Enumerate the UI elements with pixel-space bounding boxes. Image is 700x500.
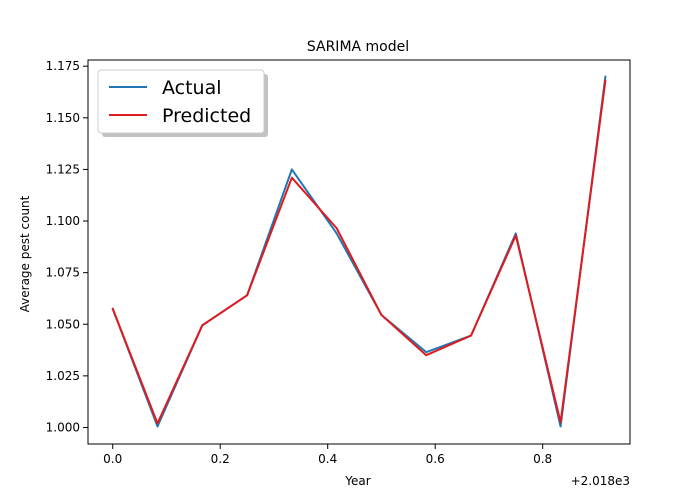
x-tick-label: 0.4 bbox=[318, 452, 337, 466]
x-tick-label: 0.0 bbox=[103, 452, 122, 466]
y-axis-title: Average pest count bbox=[18, 195, 32, 312]
legend: Actual Predicted bbox=[97, 69, 268, 137]
legend-label-predicted: Predicted bbox=[162, 105, 251, 127]
x-axis-title: Year bbox=[344, 474, 370, 488]
x-tick-label: 0.8 bbox=[533, 452, 552, 466]
x-tick-label: 0.6 bbox=[426, 452, 445, 466]
y-tick-label: 1.075 bbox=[46, 266, 80, 280]
y-tick-label: 1.125 bbox=[46, 162, 80, 176]
plot-frame bbox=[87, 59, 631, 445]
y-tick-label: 1.000 bbox=[46, 420, 80, 434]
chart-title: SARIMA model bbox=[307, 39, 409, 55]
x-tick-label: 0.2 bbox=[211, 452, 230, 466]
x-axis-offset-label: +2.018e3 bbox=[571, 474, 630, 488]
series-line-predicted bbox=[111, 79, 607, 425]
y-tick-label: 1.175 bbox=[46, 59, 80, 73]
plot-area: 0.0 0.2 0.4 0.6 0.8 1.000 1.025 1.050 1.075 1.100… bbox=[46, 59, 631, 466]
y-tick-label: 1.100 bbox=[46, 214, 80, 228]
y-tick-label: 1.050 bbox=[46, 317, 80, 331]
y-tick-label: 1.150 bbox=[46, 111, 80, 125]
legend-label-actual: Actual bbox=[162, 77, 222, 99]
y-tick-label: 1.025 bbox=[46, 369, 80, 383]
legend-box bbox=[97, 69, 265, 134]
